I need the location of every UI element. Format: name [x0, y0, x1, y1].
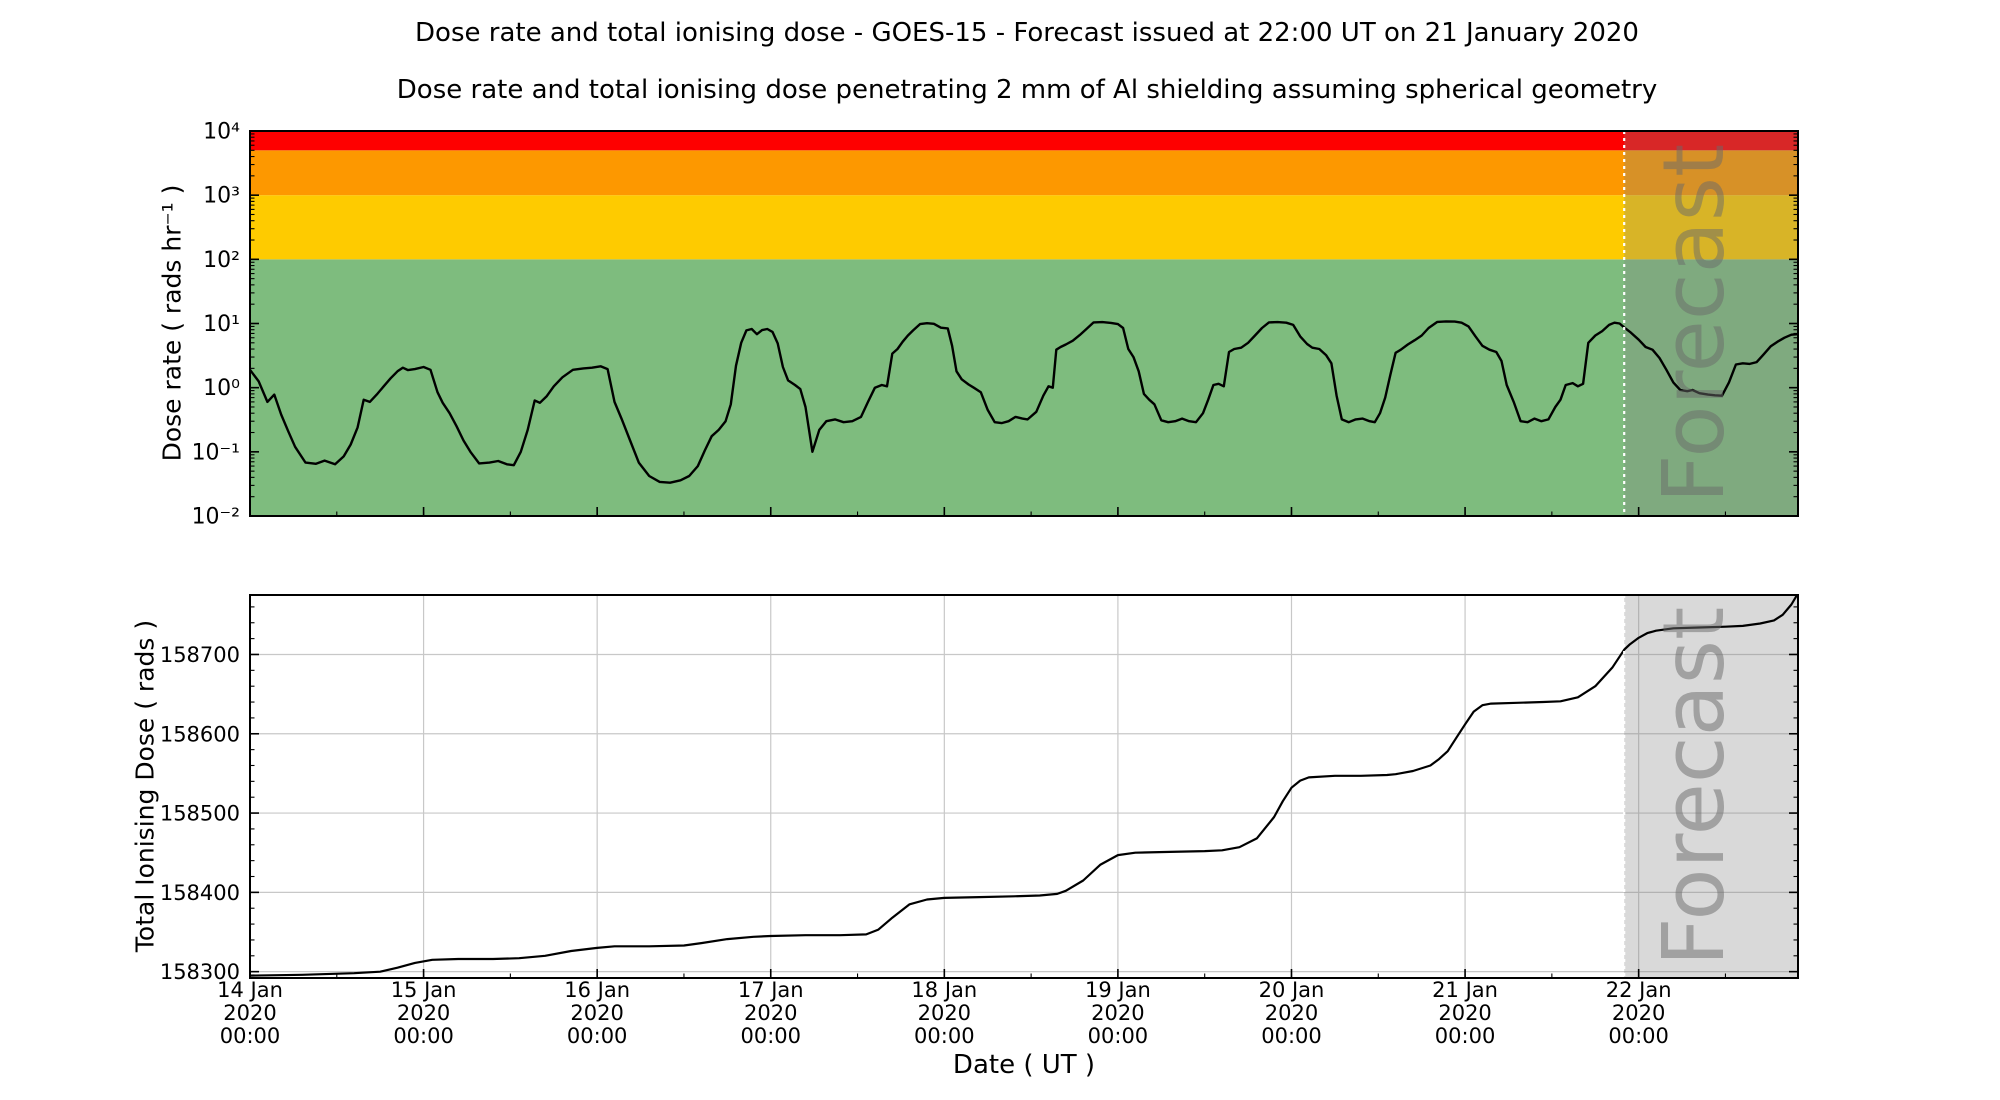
- x-tick-label: 14 Jan 2020 00:00: [217, 978, 283, 1048]
- dose-rate-tick-label: 10⁴: [203, 120, 240, 145]
- dose-rate-tick-label: 10⁻²: [192, 505, 240, 530]
- hazard-band-quiet: [250, 259, 1798, 516]
- x-tick-label: 20 Jan 2020 00:00: [1259, 978, 1325, 1048]
- dose-rate-tick-label: 10²: [203, 248, 240, 273]
- total-dose-tick-label: 158500: [160, 802, 240, 826]
- forecast-watermark-top: Forecast: [1645, 144, 1744, 504]
- total-dose-tick-label: 158300: [160, 960, 240, 984]
- dose-rate-tick-label: 10¹: [203, 312, 240, 337]
- x-tick-label: 18 Jan 2020 00:00: [911, 978, 977, 1048]
- forecast-region-shading: [1624, 131, 1798, 516]
- hazard-band-high: [250, 150, 1798, 196]
- hazard-band-severe: [250, 131, 1798, 151]
- x-axis-tick-labels: 14 Jan 2020 00:00 15 Jan 2020 00:00 16 Jan 2020…: [217, 978, 1671, 1048]
- dose-rate-panel-border: [249, 130, 1799, 517]
- x-tick-label: 21 Jan 2020 00:00: [1432, 978, 1498, 1048]
- total-dose-panel-border: [249, 594, 1799, 979]
- dose-rate-tick-label: 10⁰: [203, 376, 240, 401]
- x-axis-label: Date ( UT ): [952, 1050, 1096, 1080]
- x-tick-label: 17 Jan 2020 00:00: [738, 978, 804, 1048]
- total-dose-tick-label: 158400: [160, 881, 240, 905]
- dose-rate-axes: 10⁴ 10³ 10² 10¹ 10⁰ 10⁻¹ 10⁻²: [192, 120, 1798, 530]
- total-dose-tick-label: 158700: [160, 643, 240, 667]
- hazard-band-elevated: [250, 195, 1798, 260]
- dose-rate-curve: [250, 320, 1798, 484]
- total-dose-axes: 158300 158400 158500 158600 158700: [160, 606, 1798, 984]
- total-dose-tick-label: 158600: [160, 722, 240, 746]
- total-dose-curve: [250, 595, 1798, 977]
- page-subtitle: Dose rate and total ionising dose penetr…: [396, 75, 1658, 105]
- x-tick-label: 15 Jan 2020 00:00: [391, 978, 457, 1048]
- dose-rate-tick-label: 10³: [203, 184, 240, 209]
- x-tick-label: 16 Jan 2020 00:00: [564, 978, 630, 1048]
- x-tick-label: 19 Jan 2020 00:00: [1085, 978, 1151, 1048]
- total-dose-panel: Forecast 158300 158400 158500 158600 158700: [160, 594, 1799, 984]
- dose-rate-tick-label: 10⁻¹: [192, 440, 240, 465]
- x-tick-label: 22 Jan 2020 00:00: [1606, 978, 1672, 1048]
- page-title: Dose rate and total ionising dose - GOES…: [415, 18, 1639, 48]
- dose-rate-panel: Forecast 10⁴ 10³ 10² 10¹ 10⁰ 10⁻¹ 10⁻²: [192, 120, 1799, 530]
- forecast-watermark-bottom: Forecast: [1645, 607, 1744, 967]
- forecast-region-shading-bottom: [1624, 595, 1798, 978]
